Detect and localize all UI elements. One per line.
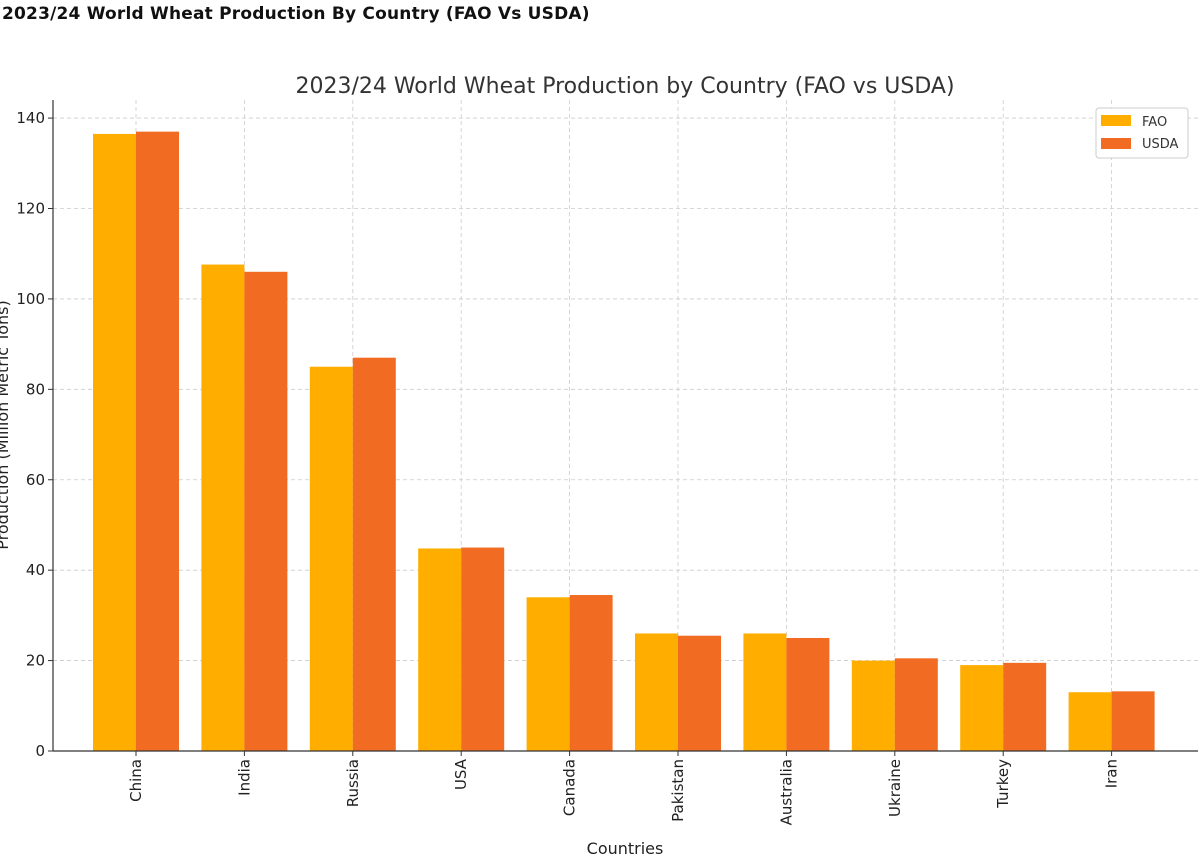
x-tick-label: Iran <box>1103 759 1121 788</box>
bar-fao-turkey <box>960 665 1004 751</box>
y-tick-label: 80 <box>26 380 45 398</box>
bars-layer <box>93 131 1155 752</box>
bar-fao-india <box>201 264 245 751</box>
bar-fao-iran <box>1068 692 1112 751</box>
x-tick-label: USA <box>452 758 470 790</box>
x-tick-label: Ukraine <box>886 759 904 817</box>
x-tick-label: Russia <box>344 759 362 807</box>
bar-fao-canada <box>526 597 570 751</box>
x-tick-label: Australia <box>777 759 795 825</box>
y-tick-label: 140 <box>16 109 45 127</box>
x-tick-label: India <box>235 759 253 796</box>
bar-usda-russia <box>352 357 396 751</box>
bar-usda-usa <box>461 547 505 751</box>
x-tick-label: Canada <box>561 759 579 816</box>
y-tick-label: 120 <box>16 200 45 218</box>
x-axis-title: Countries <box>587 839 664 858</box>
y-tick-label: 40 <box>26 561 45 579</box>
x-tick-label: Pakistan <box>669 759 687 822</box>
legend-label-fao: FAO <box>1142 115 1167 130</box>
y-tick-label: 0 <box>35 742 45 760</box>
legend-swatch-usda <box>1101 138 1131 149</box>
y-tick-label: 60 <box>26 471 45 489</box>
bar-usda-ukraine <box>894 658 938 751</box>
bar-usda-india <box>244 271 288 751</box>
bar-fao-ukraine <box>851 660 895 751</box>
y-tick-label: 20 <box>26 652 45 670</box>
legend-swatch-fao <box>1101 115 1131 126</box>
bar-fao-australia <box>743 633 787 751</box>
x-tick-label: Turkey <box>994 759 1012 809</box>
bar-fao-usa <box>418 548 462 751</box>
bar-usda-pakistan <box>678 635 721 751</box>
bar-fao-russia <box>309 366 353 751</box>
bar-fao-pakistan <box>635 633 678 751</box>
legend: FAO USDA <box>1095 107 1189 159</box>
bar-usda-iran <box>1111 691 1155 751</box>
legend-label-usda: USDA <box>1142 137 1179 152</box>
bar-usda-turkey <box>1003 662 1047 751</box>
bar-usda-canada <box>569 595 613 751</box>
y-axis-title: Production (Million Metric Tons) <box>0 300 12 549</box>
bar-fao-china <box>93 133 136 751</box>
x-tick-label: China <box>127 759 145 802</box>
ticks-layer: 0 20 40 60 80 100 120 140 China India Russia USA Can… <box>16 109 1120 825</box>
bar-usda-australia <box>786 637 830 751</box>
bar-usda-china <box>136 131 179 752</box>
chart-title: 2023/24 World Wheat Production by Countr… <box>295 74 954 99</box>
y-tick-label: 100 <box>16 290 45 308</box>
page-heading: 2023/24 World Wheat Production By Countr… <box>2 4 590 24</box>
